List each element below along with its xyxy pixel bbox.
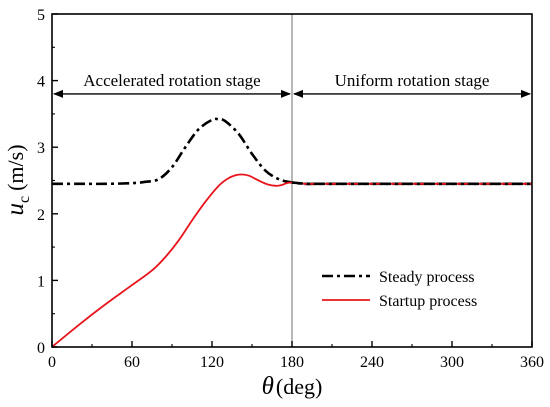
x-axis-ticks: 0 60 120 180 240 300 360: [48, 341, 544, 371]
x-tick-label: 240: [360, 354, 384, 371]
stage-arrowhead-left: [53, 89, 63, 98]
legend-label-startup: Startup process: [379, 293, 477, 310]
x-tick-label: 180: [280, 354, 304, 371]
x-tick-label: 0: [48, 354, 56, 371]
stage-arrowhead-right: [521, 89, 531, 98]
stage-arrowhead-left: [293, 89, 303, 98]
x-axis-title: θ(deg): [262, 373, 323, 400]
y-tick-label: 3: [37, 140, 45, 157]
series-line-startup: [52, 173, 532, 347]
x-axis-unit: (deg): [276, 374, 322, 399]
y-axis-subscript: c: [16, 196, 33, 203]
y-tick-label: 0: [37, 340, 45, 357]
y-axis-ticks: 0 1 2 3 4 5: [37, 7, 58, 357]
y-tick-label: 1: [37, 273, 45, 290]
y-axis-unit: (m/s): [3, 144, 28, 190]
legend-label-steady: Steady process: [379, 269, 475, 286]
y-axis-title: uc (m/s): [2, 144, 33, 215]
y-tick-label: 5: [37, 7, 45, 24]
series-layer: [52, 117, 532, 347]
stage-label-accelerated: Accelerated rotation stage: [83, 71, 260, 90]
x-tick-label: 60: [124, 354, 140, 371]
stage-arrowhead-right: [281, 89, 291, 98]
y-tick-label: 4: [37, 74, 45, 91]
legend: Steady process Startup process: [322, 269, 477, 310]
stage-label-uniform: Uniform rotation stage: [335, 71, 490, 90]
y-axis-symbol: u: [2, 203, 29, 216]
x-tick-label: 120: [200, 354, 224, 371]
x-axis-symbol: θ: [262, 373, 274, 400]
x-tick-label: 360: [520, 354, 544, 371]
series-line-steady-overlay: [291, 181, 532, 186]
stage-layer: Accelerated rotation stage Uniform rotati…: [53, 71, 531, 98]
x-tick-label: 300: [440, 354, 464, 371]
y-tick-label: 2: [37, 207, 45, 224]
